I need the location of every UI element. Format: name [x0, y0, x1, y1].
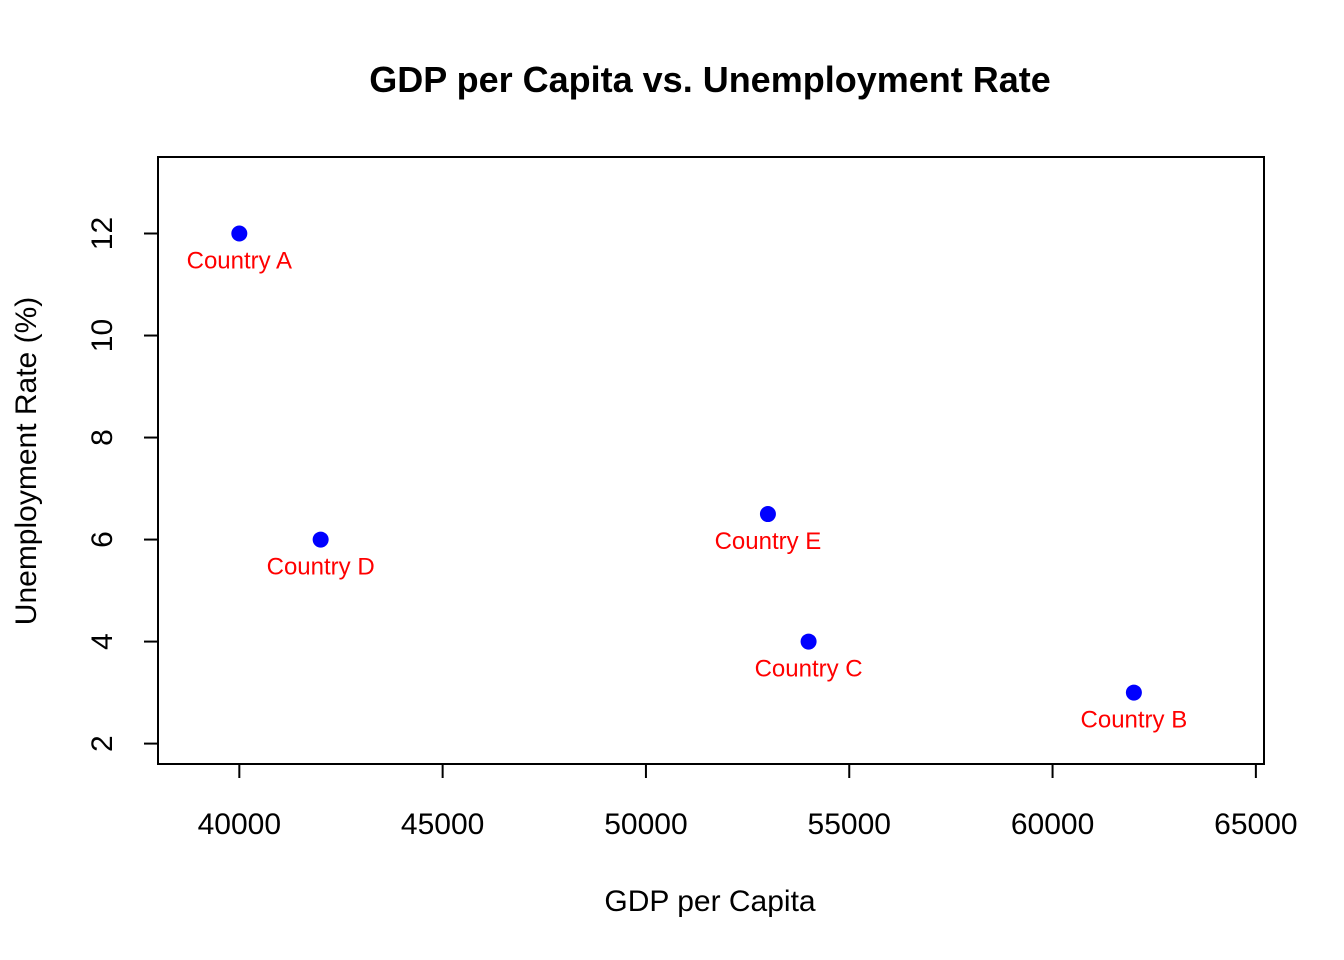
y-tick-label: 8 [86, 429, 119, 446]
x-tick-label: 60000 [1011, 808, 1094, 841]
data-point-label: Country E [715, 528, 822, 555]
y-axis-label: Unemployment Rate (%) [10, 297, 43, 625]
x-tick-label: 45000 [401, 808, 484, 841]
y-tick-label: 10 [86, 319, 119, 352]
y-tick-label: 4 [86, 633, 119, 650]
x-axis-label: GDP per Capita [604, 885, 816, 918]
data-point [759, 506, 776, 523]
y-tick-label: 6 [86, 531, 119, 548]
data-point [800, 633, 817, 650]
data-point-label: Country D [267, 554, 375, 581]
y-axis-ticks: 2 4 6 8 10 12 [86, 217, 158, 752]
x-tick-label: 40000 [198, 808, 281, 841]
data-point-label: Country A [187, 248, 292, 275]
chart-title: GDP per Capita vs. Unemployment Rate [369, 59, 1051, 100]
data-point [1125, 684, 1142, 701]
y-tick-label: 12 [86, 217, 119, 250]
data-points: Country A Country D Country E Country C Coun… [187, 225, 1188, 734]
data-point-label: Country C [755, 656, 863, 683]
plot-area-frame [157, 156, 1265, 765]
x-tick-label: 50000 [604, 808, 687, 841]
x-axis-ticks: 40000 45000 50000 55000 60000 65000 [198, 764, 1298, 841]
data-point-label: Country B [1081, 707, 1188, 734]
data-point [231, 225, 248, 242]
data-point [312, 531, 329, 548]
x-tick-label: 65000 [1214, 808, 1297, 841]
x-tick-label: 55000 [808, 808, 891, 841]
y-tick-label: 2 [86, 735, 119, 752]
